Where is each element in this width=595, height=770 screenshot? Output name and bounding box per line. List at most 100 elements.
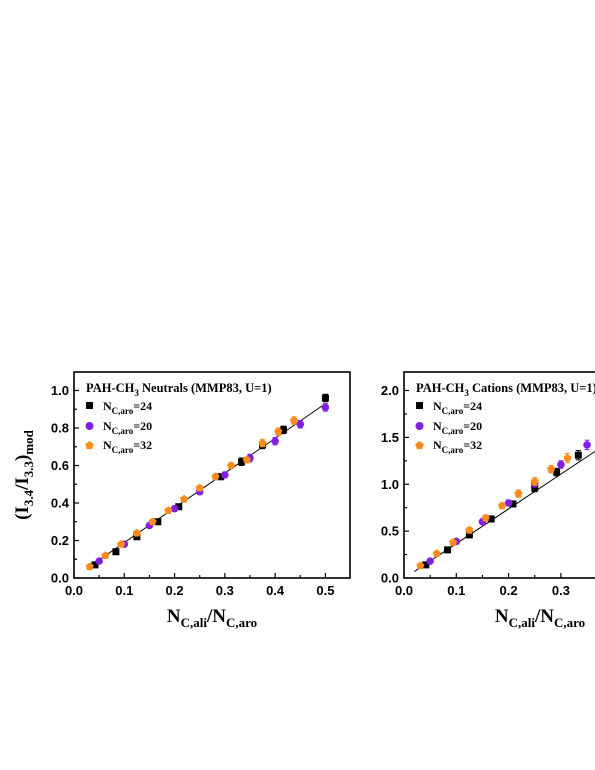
data-point	[509, 500, 517, 508]
data-point	[583, 441, 591, 449]
data-point	[530, 477, 539, 485]
data-point	[211, 472, 220, 481]
data-point	[217, 473, 225, 481]
legend-marker-circle	[415, 422, 424, 430]
data-point	[289, 416, 299, 424]
data-point	[195, 483, 204, 492]
data-point	[514, 489, 523, 498]
data-point	[296, 420, 305, 429]
y-tick-label: 0.8	[51, 421, 69, 436]
data-point	[132, 528, 141, 537]
y-ticks: 0.0 0.5 1.0 1.5 2.0	[381, 383, 409, 586]
data-point	[531, 484, 539, 492]
data-point	[164, 506, 173, 514]
legend-label: NC,aro=32	[103, 438, 152, 455]
legend-label: NC,aro=24	[433, 399, 482, 416]
data-point	[154, 518, 162, 526]
x-tick-label: 0.5	[316, 583, 334, 598]
data-point	[553, 468, 561, 476]
x-ticks: 0.0 0.1 0.2 0.3 0.4 0.5	[65, 573, 334, 598]
chart-title: PAH-CH3 Cations (MMP83, U=1)	[416, 381, 595, 398]
legend-label: NC,aro=20	[433, 419, 482, 436]
data-point	[465, 525, 474, 534]
y-tick-label: 0.6	[51, 458, 69, 473]
data-point	[321, 394, 329, 402]
legend: NC,aro=24 NC,aro=20 NC,aro=32	[85, 399, 152, 455]
data-point	[321, 403, 330, 412]
data-point	[504, 499, 513, 507]
data-point	[426, 557, 434, 565]
chart-panel-neutrals: 0.0 0.1 0.2 0.3 0.4 0.5 0.0 0.2 0.4 0.6 0.8 1.0 PA…	[12, 371, 351, 630]
x-axis-label: NC,ali/NC,aro	[495, 606, 585, 630]
data-point	[170, 504, 179, 513]
y-tick-label: 0.4	[51, 496, 70, 511]
data-point	[444, 546, 452, 554]
y-tick-label: 1.0	[51, 383, 69, 398]
data-point	[563, 453, 572, 462]
y-tick-label: 0.0	[381, 571, 399, 586]
data-point	[487, 515, 495, 523]
x-tick-label: 0.3	[216, 583, 234, 598]
legend-label: NC,aro=32	[433, 438, 482, 455]
x-tick-label: 0.1	[447, 583, 465, 598]
y-tick-label: 0.5	[381, 524, 399, 539]
data-point	[101, 551, 110, 559]
data-point	[465, 531, 473, 539]
plot-frame	[403, 371, 595, 579]
data-point	[258, 438, 267, 447]
y-tick-label: 0.2	[51, 533, 69, 548]
data-point	[557, 460, 565, 469]
data-point	[280, 426, 288, 434]
data-point	[448, 538, 458, 546]
legend-marker-circle	[85, 422, 94, 430]
data-point	[238, 458, 246, 466]
data-point	[481, 513, 490, 522]
x-tick-label: 0.2	[500, 583, 518, 598]
data-point	[117, 540, 126, 548]
data-point	[274, 427, 283, 436]
x-axis-label: NC,ali/NC,aro	[167, 606, 257, 630]
data-point	[179, 494, 189, 503]
x-tick-label: 0.3	[552, 583, 570, 598]
y-ticks: 0.0 0.2 0.4 0.6 0.8 1.0	[51, 383, 79, 586]
legend: NC,aro=24 NC,aro=20 NC,aro=32	[415, 399, 482, 455]
data-point	[112, 548, 120, 556]
data-layer	[85, 393, 330, 571]
data-point	[91, 561, 99, 569]
x-ticks: 0.0 0.1 0.2 0.3	[395, 573, 570, 598]
data-point	[498, 501, 507, 510]
data-point	[547, 464, 556, 473]
y-tick-label: 1.5	[381, 430, 399, 445]
chart-title: PAH-CH3 Neutrals (MMP83, U=1)	[86, 381, 272, 398]
data-point	[422, 561, 430, 569]
legend-label: NC,aro=20	[103, 419, 152, 436]
data-layer	[414, 439, 595, 572]
x-tick-label: 0.1	[115, 583, 133, 598]
data-point	[271, 437, 279, 445]
data-point	[148, 517, 157, 526]
legend-marker-square	[86, 402, 93, 409]
legend-marker-pentagon	[415, 441, 424, 450]
data-point	[416, 561, 425, 570]
y-axis-label: (I3.4/I3.3)mod	[12, 429, 36, 520]
data-point	[95, 557, 103, 565]
data-point	[175, 503, 183, 511]
legend-label: NC,aro=24	[103, 399, 152, 416]
y-tick-label: 0.0	[51, 571, 69, 586]
data-point	[432, 549, 441, 558]
plot-frame	[73, 371, 351, 579]
data-point	[242, 455, 251, 464]
legend-marker-pentagon	[85, 441, 94, 450]
chart-panel-cations: 0.0 0.1 0.2 0.3 0.0 0.5 1.0 1.5 2.0 PAH-CH3 Cat…	[381, 371, 595, 630]
x-tick-label: 0.4	[266, 583, 285, 598]
y-tick-label: 1.0	[381, 477, 399, 492]
data-point	[221, 471, 229, 479]
data-point	[133, 533, 141, 541]
x-tick-label: 0.2	[166, 583, 184, 598]
data-point	[227, 461, 236, 469]
data-point	[574, 451, 582, 459]
data-point	[85, 562, 94, 571]
x-tick-label: 0.0	[395, 583, 413, 598]
y-tick-label: 2.0	[381, 383, 399, 398]
x-tick-label: 0.0	[65, 583, 83, 598]
